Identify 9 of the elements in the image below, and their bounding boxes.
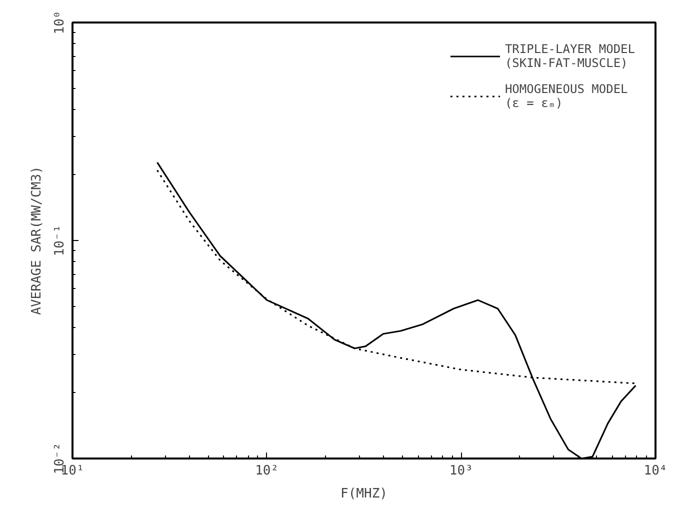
- legend-label: TRIPLE-LAYER MODEL (SKIN-FAT-MUSCLE): [504, 42, 635, 70]
- x-axis-title: F(MHZ): [340, 486, 388, 502]
- y-tick-label: 10⁰: [52, 10, 68, 34]
- y-tick-label: 10⁻¹: [52, 224, 68, 256]
- x-tick-label: 10³: [449, 464, 473, 478]
- x-tick-label: 10²: [255, 464, 279, 478]
- legend-label: HOMOGENEOUS MODEL (ε = εₘ): [504, 82, 628, 110]
- x-tick-label: 10⁴: [644, 464, 668, 478]
- y-axis-title: AVERAGE SAR(MW/CM3): [30, 166, 44, 315]
